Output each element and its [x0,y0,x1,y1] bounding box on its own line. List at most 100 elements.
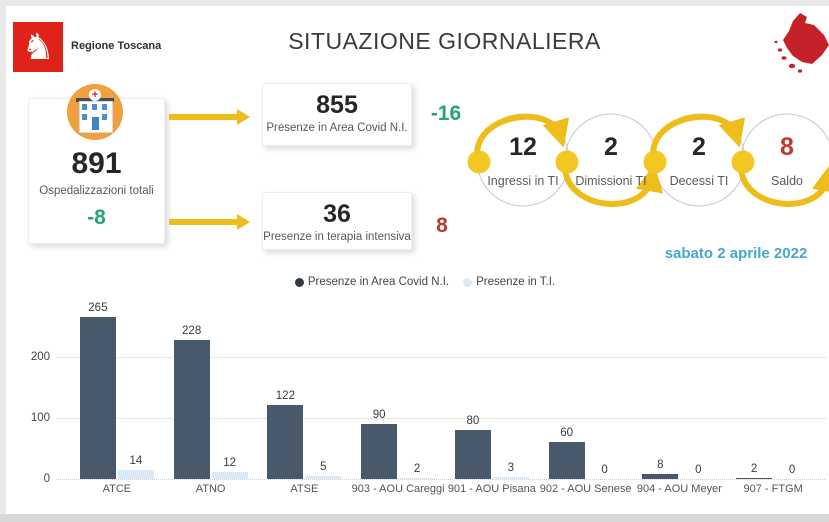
bar-presenze-in-area-covid-n-i--907 - FTGM[interactable] [736,477,773,479]
bar-group-904 - AOU Meyer: 80 [633,296,727,479]
bar-column: 60 [548,296,585,479]
bar-presenze-in-t-i--ATCE[interactable] [117,470,154,479]
gridline [56,418,825,419]
legend-label-covid-area: Presenze in Area Covid N.I. [307,276,450,288]
page-title: SITUAZIONE GIORNALIERA [288,28,601,54]
flow-node-dot [467,150,491,174]
flow-node-dot [643,150,667,174]
chart-bars: 265 14 228 12 122 5 90 2 80 3 60 0 8 0 2 0 [70,296,820,479]
category-label-904 - AOU Meyer: 904 - AOU Meyer [636,483,722,495]
bar-column: 122 [267,296,304,479]
report-date: sabato 2 aprile 2022 [664,245,808,262]
covid-area-label: Presenze in Area Covid N.I. [266,122,408,134]
bar-group-ATCE: 265 14 [70,296,164,479]
arrow-to-covid-area-icon [169,109,250,125]
bar-group-903 - AOU Careggi: 90 2 [351,296,445,479]
covid-area-delta: -16 [430,102,462,125]
y-tick-label: 200 [30,351,50,363]
regione-toscana-logo: ♞ [13,22,63,72]
covid-area-card: 855 Presenze in Area Covid N.I. [262,83,412,146]
bar-value-label: 5 [320,460,327,473]
y-tick-label: 0 [43,473,50,485]
bar-column: 80 [454,296,491,479]
icu-admissions-label: Ingressi in TI [487,174,559,188]
bar-value-label: 2 [413,462,421,475]
bar-column: 2 [399,296,436,479]
bar-value-label: 0 [788,464,796,476]
hospital-bar-chart: 0 100 200 265 14 228 12 122 5 90 2 80 3 60 0 8 0 2 0 ATCE… [0,296,829,514]
category-label-901 - AOU Pisana: 901 - AOU Pisana [447,483,536,495]
bar-value-label: 80 [466,415,480,428]
bar-presenze-in-t-i--903 - AOU Careggi[interactable] [399,477,436,479]
window-edge-top [0,0,829,6]
bar-column: 12 [211,296,248,479]
bar-value-label: 8 [657,459,664,472]
icu-balance-value: 8 [780,133,794,161]
legend-item-ti[interactable]: Presenze in T.I. [463,276,555,288]
bar-value-label: 0 [695,464,702,476]
intensive-care-card: 36 Presenze in terapia intensiva [262,192,412,250]
bar-presenze-in-area-covid-n-i--904 - AOU Meyer[interactable] [642,474,679,479]
bar-group-901 - AOU Pisana: 80 3 [445,296,539,479]
bar-presenze-in-area-covid-n-i--ATNO[interactable] [173,339,210,479]
bar-presenze-in-area-covid-n-i--ATCE[interactable] [79,317,116,479]
bar-column: 0 [680,296,716,479]
bar-column: 2 [736,296,773,479]
bar-value-label: 90 [372,409,386,422]
category-label-ATSE: ATSE [290,483,319,495]
bar-column: 0 [587,296,623,479]
total-hospitalizations-card: 891 Ospedalizzazioni totali -8 [28,98,165,244]
bar-group-907 - FTGM: 20 [726,296,820,479]
bar-presenze-in-t-i--901 - AOU Pisana[interactable] [492,477,529,479]
intensive-care-delta: 8 [436,214,448,237]
icu-flow-diagram [467,113,829,207]
icu-deaths-label: Decessi TI [669,174,729,188]
pegasus-icon: ♞ [21,26,55,67]
flow-node-dot [731,150,755,174]
bar-presenze-in-t-i--ATNO[interactable] [211,471,248,479]
gridline [56,479,825,480]
hospital-icon: + [67,84,123,140]
legend-dot-dark-icon [294,277,304,287]
icu-balance-label: Saldo [771,174,803,188]
bar-group-ATNO: 228 12 [164,296,258,479]
bar-column: 0 [774,296,810,479]
category-label-903 - AOU Careggi: 903 - AOU Careggi [351,483,445,495]
category-label-907 - FTGM: 907 - FTGM [743,483,803,495]
total-hospitalizations-value: 891 [71,147,122,180]
bar-presenze-in-area-covid-n-i--902 - AOU Senese[interactable] [548,442,585,479]
arrow-to-intensive-care-icon [169,214,250,230]
bar-value-label: 0 [601,464,608,476]
icu-deaths-value: 2 [692,133,706,161]
bar-value-label: 60 [560,427,574,440]
tuscany-map-icon [774,13,829,73]
chart-legend: Presenze in Area Covid N.I. Presenze in … [21,276,829,288]
intensive-care-label: Presenze in terapia intensiva [263,231,411,243]
bar-column: 228 [173,296,210,479]
bar-column: 5 [305,296,342,479]
icu-discharges-label: Dimissioni TI [575,174,647,188]
gridline [56,357,825,358]
bar-group-ATSE: 122 5 [258,296,352,479]
bar-presenze-in-area-covid-n-i--903 - AOU Careggi[interactable] [361,424,398,479]
bar-presenze-in-area-covid-n-i--ATSE[interactable] [267,404,304,479]
bar-value-label: 265 [88,302,108,315]
window-edge-left [0,0,6,522]
legend-item-covid-area[interactable]: Presenze in Area Covid N.I. [294,276,450,288]
covid-area-value: 855 [316,91,358,119]
icu-admissions-value: 12 [509,133,537,161]
total-hospitalizations-delta: -8 [87,206,106,229]
bar-presenze-in-area-covid-n-i--901 - AOU Pisana[interactable] [454,430,491,479]
bar-value-label: 12 [223,456,237,469]
category-label-902 - AOU Senese: 902 - AOU Senese [539,483,632,495]
chart-category-axis: ATCE ATNO ATSE 903 - AOU Careggi 901 - AOU P… [70,483,820,495]
category-label-ATCE: ATCE [102,483,132,495]
total-hospitalizations-label: Ospedalizzazioni totali [39,185,154,197]
bar-presenze-in-t-i--ATSE[interactable] [305,475,342,479]
icu-discharges-value: 2 [604,133,618,161]
legend-dot-light-icon [463,277,473,287]
bar-group-902 - AOU Senese: 60 0 [539,296,633,479]
window-edge-bottom [0,514,829,522]
bar-value-label: 2 [750,462,758,475]
